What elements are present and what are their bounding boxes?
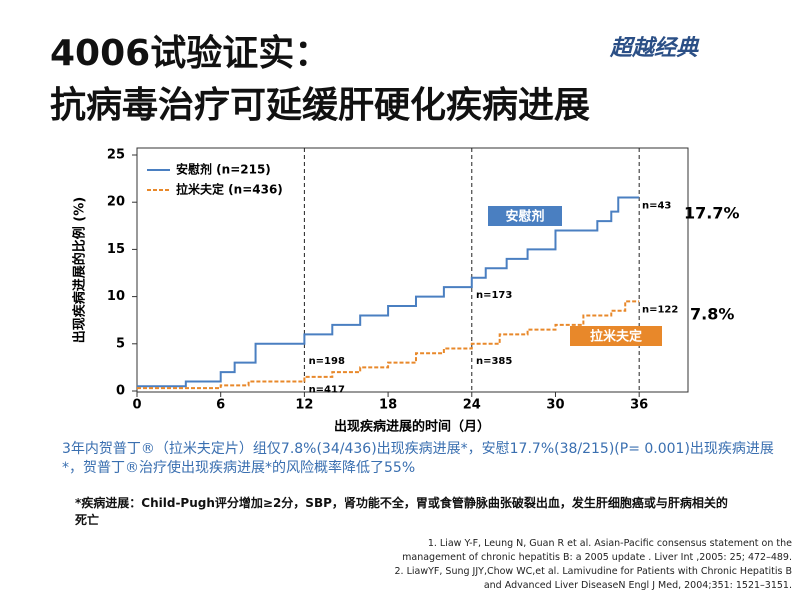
annotation: n=173	[476, 290, 512, 301]
annotation: n=122	[642, 304, 678, 315]
footnote: *疾病进展：Child-Pugh评分增加≥2分，SBP，肾功能不全，胃或食管静脉…	[75, 496, 728, 527]
reference: 2. LiawYF, Sung JJY,Chow WC,et al. Lamiv…	[394, 566, 793, 591]
plot-frame	[136, 147, 689, 393]
chart: 0 5 10 15 20 25 0 6 12 18 24 30 36 出现疾病进展的时间（月） 出现疾病进展…	[72, 147, 740, 435]
title: 4006试验证实：	[50, 33, 331, 74]
x-tick-label: 0	[132, 398, 141, 413]
y-tick-label: 20	[107, 195, 125, 210]
caption: 3年内贺普丁®（拉米夫定片）组仅7.8%(34/436)出现疾病进展*，安慰17…	[62, 441, 774, 476]
series-box	[488, 206, 562, 226]
references: 1. Liaw Y-F, Leung N, Guan R et al. Asia…	[390, 537, 793, 593]
y-tick-label: 5	[116, 336, 125, 351]
logo: 超越经典	[610, 35, 699, 61]
final-value: 7.8%	[690, 305, 734, 324]
x-tick-label: 6	[216, 398, 225, 413]
y-tick-label: 10	[107, 289, 125, 304]
x-tick-label: 30	[546, 398, 564, 413]
x-tick-label: 24	[463, 398, 481, 413]
y-axis-label: 出现疾病进展的比例 (%)	[72, 197, 88, 343]
y-tick-label: 0	[116, 384, 125, 399]
y-tick-label: 25	[107, 148, 125, 163]
annotation: n=198	[309, 356, 345, 367]
annotation: n=417	[309, 385, 345, 396]
final-value: 17.7%	[684, 204, 740, 223]
x-tick-label: 18	[379, 398, 397, 413]
annotation: n=43	[642, 200, 671, 211]
title: 抗病毒治疗可延缓肝硬化疾病进展	[50, 85, 591, 126]
legend-label: 拉米夫定 (n=436)	[176, 182, 283, 197]
series-box-label: 拉米夫定	[590, 329, 642, 345]
x-tick-label: 36	[630, 398, 648, 413]
x-tick-label: 12	[295, 398, 313, 413]
series-box	[570, 326, 662, 346]
series-box-label: 安慰剂	[505, 209, 544, 225]
y-tick-label: 15	[107, 242, 125, 257]
reference: 1. Liaw Y-F, Leung N, Guan R et al. Asia…	[402, 538, 792, 563]
series-line	[137, 196, 640, 388]
x-axis-label: 出现疾病进展的时间（月）	[334, 419, 490, 435]
series-line	[137, 300, 640, 390]
annotation: n=385	[476, 356, 512, 367]
legend-label: 安慰剂 (n=215)	[176, 162, 271, 177]
